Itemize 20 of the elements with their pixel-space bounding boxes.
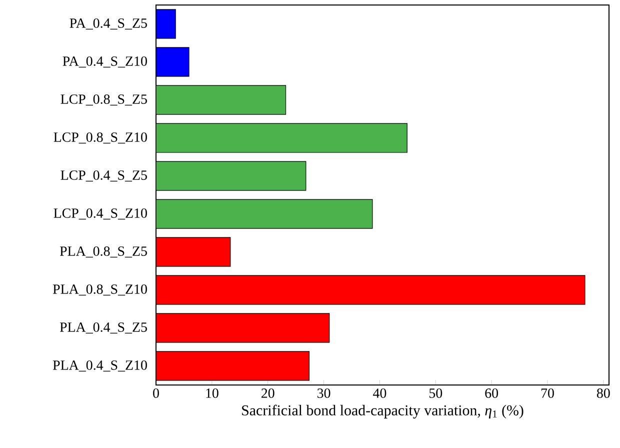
y-tick-label: LCP_0.8_S_Z10 — [54, 132, 147, 144]
y-tick-label: PLA_0.8_S_Z10 — [52, 284, 147, 296]
x-tick-label: 30 — [317, 388, 330, 398]
y-tick-label: PLA_0.4_S_Z5 — [60, 322, 147, 334]
y-tick-label: LCP_0.4_S_Z10 — [54, 208, 147, 220]
y-tick-label: PLA_0.8_S_Z5 — [60, 246, 147, 258]
y-tick-label: LCP_0.4_S_Z5 — [60, 170, 147, 182]
x-tick-label: 0 — [153, 388, 159, 398]
x-tick-label: 40 — [373, 388, 386, 398]
x-tick-label: 80 — [596, 388, 610, 398]
x-tick-label: 10 — [206, 388, 218, 398]
y-tick-label: PA_0.4_S_Z10 — [62, 56, 147, 68]
x-tick-label: 70 — [541, 388, 554, 398]
y-tick-label: PLA_0.4_S_Z10 — [52, 360, 147, 372]
x-tick-label: 60 — [485, 388, 498, 398]
x-tick-label: 20 — [261, 388, 274, 398]
y-tick-label: LCP_0.8_S_Z5 — [60, 94, 147, 106]
x-tick-label: 50 — [429, 388, 442, 398]
x-axis-title: Sacrificial bond load-capacity variation, η$_{1}$ (%) — [242, 404, 524, 418]
y-tick-label: PA_0.4_S_Z5 — [70, 18, 147, 30]
